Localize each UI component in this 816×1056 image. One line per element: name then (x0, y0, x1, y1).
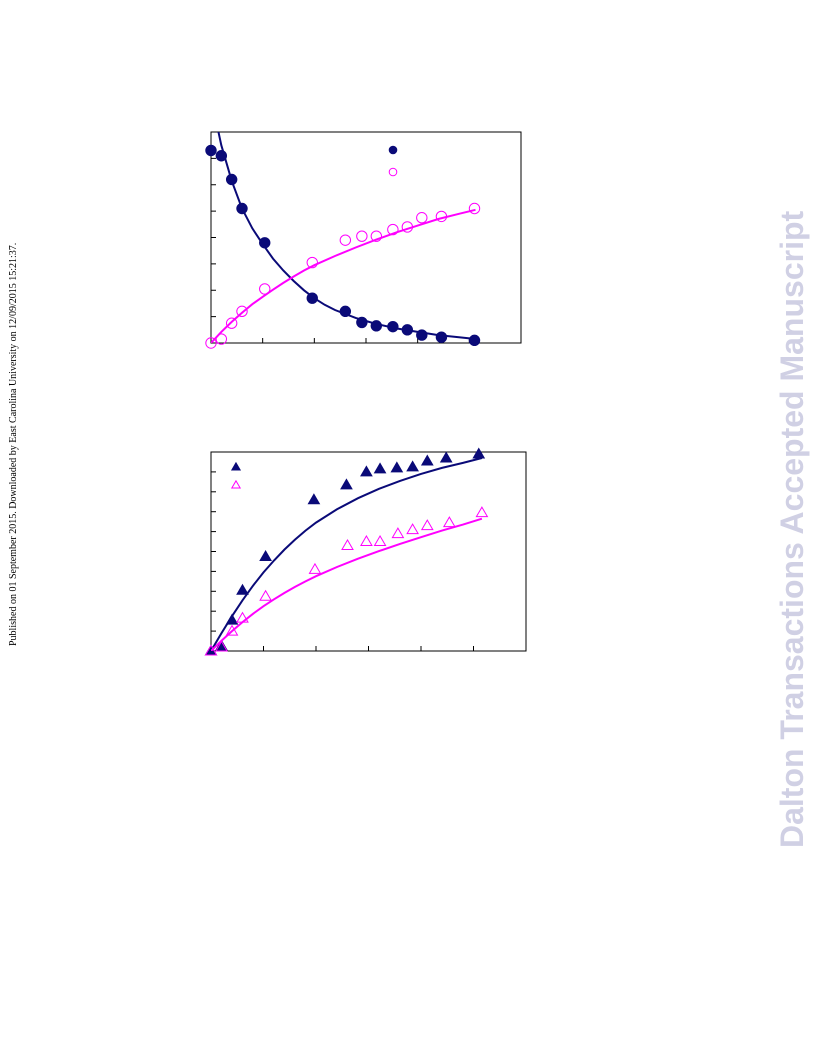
data-point (475, 506, 489, 518)
data-point (236, 611, 249, 623)
data-point (416, 212, 428, 224)
data-point (387, 223, 399, 236)
data-point (439, 451, 453, 463)
data-point (406, 523, 419, 535)
data-point (215, 150, 228, 162)
data-point (204, 644, 218, 656)
data-point (259, 283, 271, 295)
data-point (225, 173, 238, 186)
data-point (390, 461, 404, 473)
legend-symbol-1 (230, 461, 242, 471)
data-point (373, 535, 387, 547)
data-point (416, 329, 428, 341)
data-point (370, 230, 383, 242)
data-point (401, 324, 414, 336)
plot-frame (210, 451, 527, 652)
data-point (215, 333, 228, 345)
data-point (442, 516, 456, 528)
data-point (215, 640, 228, 652)
data-point (420, 519, 434, 531)
data-point (356, 230, 368, 242)
data-point (236, 583, 249, 595)
data-point (468, 202, 481, 215)
data-point (360, 465, 373, 477)
data-point (339, 234, 352, 246)
data-point (356, 316, 368, 329)
data-point (435, 210, 448, 223)
fit-curve-1 (211, 457, 483, 651)
legend-symbol-2 (230, 479, 242, 489)
data-point (306, 256, 318, 269)
legend-symbol-2 (388, 167, 398, 177)
data-point (420, 454, 434, 466)
data-point (435, 331, 448, 343)
data-point (225, 624, 239, 636)
data-point (236, 305, 248, 318)
data-point (259, 589, 272, 601)
data-point (259, 549, 272, 561)
data-point (340, 478, 353, 490)
data-point (259, 237, 271, 249)
data-point (360, 535, 373, 547)
data-point (308, 562, 322, 574)
data-point (205, 337, 217, 349)
data-point (307, 493, 321, 505)
fit-curve-2 (211, 208, 476, 343)
data-point (339, 305, 352, 318)
data-point (306, 292, 318, 304)
data-point (406, 460, 419, 472)
data-point (468, 334, 481, 347)
data-point (205, 144, 217, 157)
data-point (401, 221, 414, 233)
data-point (472, 447, 486, 459)
data-point (373, 462, 387, 474)
data-point (236, 202, 248, 215)
data-point (225, 317, 238, 329)
legend-symbol-1 (388, 145, 398, 155)
data-point (370, 320, 383, 332)
data-point (391, 527, 405, 539)
data-point (341, 539, 354, 551)
data-point (225, 613, 239, 625)
fit-curve-2 (211, 517, 483, 651)
data-point (387, 320, 399, 333)
